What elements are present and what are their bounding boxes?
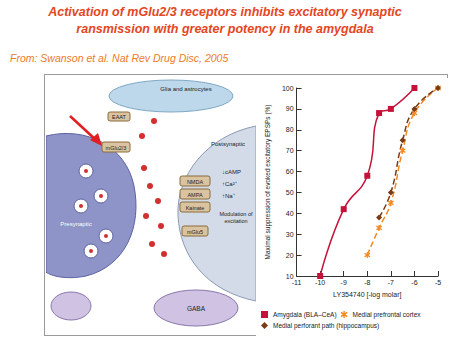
svg-text:-7: -7 — [388, 279, 394, 286]
svg-text:-6: -6 — [411, 279, 417, 286]
svg-text:mGlu2/3: mGlu2/3 — [106, 145, 127, 151]
svg-text:-9: -9 — [341, 279, 347, 286]
svg-text:70: 70 — [286, 147, 294, 154]
svg-text:Modulation of: Modulation of — [219, 211, 252, 217]
svg-text:10: 10 — [285, 272, 294, 280]
svg-text:40: 40 — [286, 210, 294, 217]
svg-text:mGlu5: mGlu5 — [187, 229, 203, 235]
svg-text:Maximal suppression of evoked: Maximal suppression of evoked excitatory… — [264, 105, 272, 260]
svg-text:AMPA: AMPA — [187, 192, 203, 198]
svg-text:excitation: excitation — [224, 218, 247, 224]
svg-text:LY354740 [-log molar]: LY354740 [-log molar] — [333, 291, 401, 299]
svg-text:Postsynaptic: Postsynaptic — [211, 141, 245, 147]
html-text:Activation of mGlu2/3 receptor: Activation of mGlu2/3 receptors inhibits… — [48, 5, 402, 19]
svg-text:90: 90 — [286, 105, 294, 112]
svg-text:100: 100 — [282, 85, 294, 92]
svg-text:20: 20 — [286, 252, 294, 259]
svg-text:30: 30 — [286, 231, 294, 238]
svg-text:↓cAMP: ↓cAMP — [222, 169, 241, 175]
svg-text:50: 50 — [286, 189, 294, 196]
svg-text:Presynaptic: Presynaptic — [60, 221, 91, 227]
svg-text:NMDA: NMDA — [187, 179, 204, 185]
svg-text:Kainate: Kainate — [186, 205, 205, 211]
svg-text:↑Na⁺: ↑Na⁺ — [222, 193, 235, 199]
svg-text:-5: -5 — [435, 279, 441, 286]
svg-text:Medial prefrontal cortex: Medial prefrontal cortex — [353, 311, 422, 319]
svg-text:80: 80 — [286, 126, 294, 133]
svg-text:EAAT: EAAT — [112, 114, 127, 120]
svg-text:Glia and astrocytes: Glia and astrocytes — [160, 86, 211, 92]
svg-text:-11: -11 — [292, 279, 302, 286]
svg-text:-8: -8 — [364, 279, 370, 286]
html-text:From: Swanson et al. Nat Rev D: From: Swanson et al. Nat Rev Drug Disc, … — [10, 52, 229, 64]
svg-text:60: 60 — [286, 168, 294, 175]
svg-text:Medial perforant path (hippoca: Medial perforant path (hippocampus) — [273, 322, 379, 330]
svg-text:↑Ca²⁺: ↑Ca²⁺ — [222, 181, 237, 187]
svg-text:GABA: GABA — [187, 305, 206, 312]
html-text:ransmission with greater poten: ransmission with greater potency in the … — [76, 22, 374, 36]
svg-text:Amygdala (BLA–CeA): Amygdala (BLA–CeA) — [273, 311, 337, 319]
svg-text:-10: -10 — [315, 279, 325, 286]
